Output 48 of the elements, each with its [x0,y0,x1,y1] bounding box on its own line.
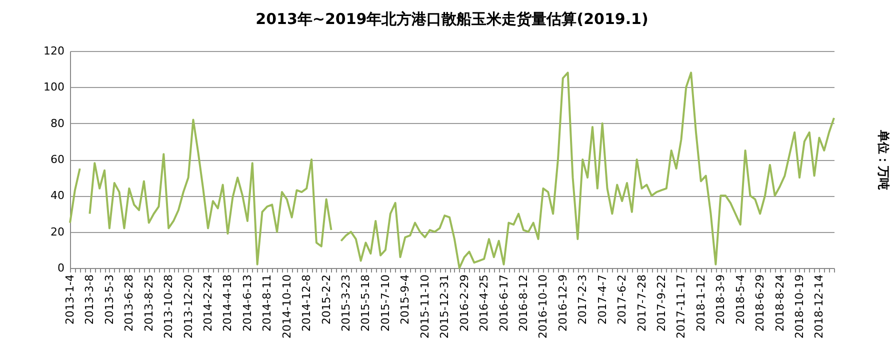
y-tick-label: 0 [58,262,64,274]
x-tick-label: 2014-8-11 [260,274,274,332]
x-tick-label: 2016-8-12 [516,274,530,332]
x-tick-label: 2015-5-18 [359,274,372,332]
x-tick-label: 2015-11-10 [418,274,432,338]
x-tick-label: 2013-1-4 [64,274,76,324]
y-tick-label: 120 [44,44,64,58]
x-tick-label: 2015-2-2 [320,274,333,324]
x-tick-label: 2014-4-18 [221,274,234,332]
x-tick-label: 2016-12-9 [556,274,570,332]
x-tick-label: 2018-5-4 [734,274,747,324]
x-tick-label: 2018-1-12 [694,274,708,332]
x-tick-label: 2013-8-25 [142,274,156,332]
x-tick-label: 2015-12-31 [438,274,452,338]
x-tick-label: 2018-8-24 [773,274,786,332]
x-tick-label: 2013-6-28 [122,274,136,332]
x-tick-label: 2016-2-29 [458,274,471,332]
y-tick-label: 40 [50,189,64,202]
x-tick-label: 2016-4-25 [478,274,491,332]
y-axis-title: 单位：万吨 [876,129,890,190]
x-tick-label: 2013-3-8 [83,274,96,324]
x-tick-label: 2016-6-17 [497,274,510,332]
y-tick-label: 100 [44,80,64,94]
x-tick-label: 2014-10-10 [280,274,294,338]
x-tick-label: 2013-5-3 [102,274,116,324]
x-tick-label: 2013-10-28 [162,274,176,338]
x-tick-label: 2018-12-14 [812,274,826,338]
x-tick-label: 2017-9-22 [654,274,668,332]
x-tick-label: 2015-3-23 [340,274,353,332]
x-tick-label: 2018-3-9 [714,274,728,324]
chart-title: 2013年~2019年北方港口散船玉米走货量估算(2019.1) [256,10,648,28]
x-tick-label: 2017-6-2 [616,274,629,324]
x-tick-label: 2013-12-20 [182,274,195,338]
y-tick-label: 80 [50,116,64,130]
x-tick-label: 2014-12-8 [300,274,314,332]
x-tick-label: 2018-6-29 [754,274,767,332]
x-tick-label: 2017-7-28 [635,274,648,332]
x-tick-label: 2014-2-24 [202,274,215,332]
y-tick-label: 60 [50,153,64,166]
y-tick-label: 20 [50,225,64,238]
x-tick-label: 2018-10-19 [792,274,806,338]
x-tick-label: 2014-6-13 [240,274,254,332]
x-tick-label: 2017-11-17 [674,274,688,338]
x-tick-label: 2017-4-7 [596,274,609,324]
x-tick-label: 2016-10-10 [536,274,550,338]
x-tick-label: 2015-9-4 [398,274,412,324]
x-tick-label: 2017-2-3 [576,274,590,324]
x-tick-label: 2015-7-10 [378,274,392,332]
